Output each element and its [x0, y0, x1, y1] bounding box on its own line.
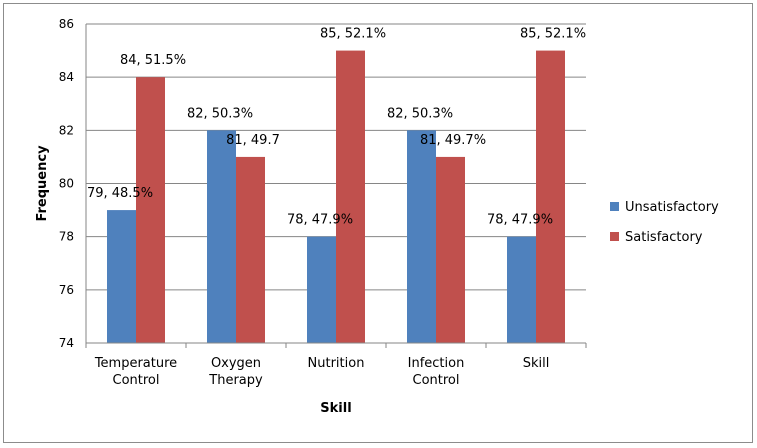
y-tick-label: 76 — [59, 283, 74, 297]
y-axis-title: Frequency — [35, 145, 50, 222]
bar-chart: 74 76 78 80 82 84 86 Temperature Control Oxygen Th… — [35, 17, 719, 416]
legend-swatch — [610, 232, 619, 241]
axes: 74 76 78 80 82 84 86 Temperature Control Oxygen Th… — [59, 17, 587, 388]
x-tick-label: Nutrition — [308, 356, 365, 371]
x-tick-label: Oxygen — [211, 356, 261, 371]
bar-unsatisfactory — [307, 236, 336, 343]
y-tick-label: 84 — [59, 70, 74, 84]
x-tick-label: Control — [113, 373, 160, 388]
legend: Unsatisfactory Satisfactory — [610, 200, 719, 245]
data-labels: 79, 48.5% 84, 51.5% 82, 50.3% 81, 49.7 78, 4… — [87, 27, 586, 228]
y-tick-label: 78 — [59, 230, 74, 244]
data-label: 84, 51.5% — [120, 53, 186, 68]
y-tick-label: 82 — [59, 123, 74, 137]
legend-label: Satisfactory — [625, 230, 703, 245]
bar-unsatisfactory — [107, 210, 136, 343]
bar-satisfactory — [336, 50, 365, 343]
bar-unsatisfactory — [507, 236, 536, 343]
data-label: 82, 50.3% — [187, 106, 253, 121]
data-label: 79, 48.5% — [87, 186, 153, 201]
y-tick-label: 74 — [59, 336, 74, 350]
bar-satisfactory — [436, 156, 465, 343]
data-label: 81, 49.7 — [226, 133, 280, 148]
x-tick-label: Skill — [523, 356, 550, 371]
x-tick-label: Infection — [408, 356, 465, 371]
bars — [107, 50, 565, 344]
legend-label: Unsatisfactory — [625, 200, 719, 215]
data-label: 85, 52.1% — [320, 27, 386, 42]
y-tick-label: 80 — [59, 177, 74, 191]
x-tick-label: Therapy — [208, 373, 263, 388]
bar-unsatisfactory — [407, 130, 436, 343]
data-label: 82, 50.3% — [387, 106, 453, 121]
data-label: 81, 49.7% — [420, 133, 486, 148]
legend-swatch — [610, 202, 619, 211]
bar-satisfactory — [536, 50, 565, 343]
data-label: 85, 52.1% — [520, 27, 586, 42]
x-tick-label: Control — [413, 373, 460, 388]
bar-satisfactory — [236, 156, 265, 343]
y-tick-label: 86 — [59, 17, 74, 31]
bar-unsatisfactory — [207, 130, 236, 343]
data-label: 78, 47.9% — [287, 213, 353, 228]
chart-frame: 74 76 78 80 82 84 86 Temperature Control Oxygen Th… — [3, 3, 753, 443]
bar-satisfactory — [136, 77, 165, 344]
x-tick-label: Temperature — [94, 356, 177, 371]
data-label: 78, 47.9% — [487, 213, 553, 228]
x-axis-title: Skill — [320, 401, 351, 416]
